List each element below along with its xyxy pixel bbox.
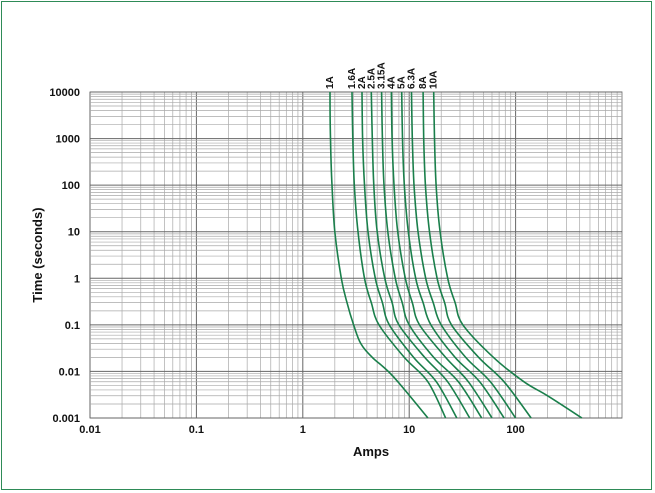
y-tick-label: 1000 (56, 134, 80, 146)
series-line-8A (422, 91, 532, 419)
x-tick-label: 10 (403, 424, 415, 436)
y-tick-label: 0.01 (59, 366, 80, 378)
series-label-3.15A: 3.15A (377, 62, 388, 89)
y-tick-label: 0.001 (52, 413, 80, 425)
series-curves (329, 91, 583, 419)
series-line-10A (432, 91, 583, 419)
x-tick-label: 0.1 (189, 424, 204, 436)
series-line-2A (361, 91, 458, 419)
x-tick-label: 100 (506, 424, 524, 436)
y-tick-label: 100 (62, 180, 80, 192)
series-label-5A: 5A (397, 76, 408, 89)
x-tick-label: 0.01 (79, 424, 100, 436)
x-tick-label: 1 (300, 424, 306, 436)
series-label-6.3A: 6.3A (407, 68, 418, 89)
series-line-3.15A (380, 91, 483, 419)
series-label-1A: 1A (325, 76, 336, 89)
series-label-2A: 2A (357, 76, 368, 89)
series-label-10A: 10A (429, 71, 440, 89)
y-tick-label: 0.1 (65, 320, 80, 332)
series-label-2.5A: 2.5A (366, 68, 377, 89)
y-tick-label: 10 (68, 227, 80, 239)
x-axis-title: Amps (353, 444, 389, 459)
series-label-8A: 8A (418, 76, 429, 89)
y-tick-label: 10000 (49, 87, 80, 99)
series-line-2.5A (370, 91, 471, 419)
series-line-1A (329, 91, 429, 419)
series-line-1.6A (351, 91, 447, 419)
y-axis-title: Time (seconds) (30, 207, 45, 302)
series-label-4A: 4A (386, 76, 397, 89)
y-tick-label: 1 (74, 273, 80, 285)
series-line-4A (390, 91, 493, 419)
series-line-5A (400, 91, 505, 419)
grid (89, 91, 623, 419)
series-label-1.6A: 1.6A (347, 68, 358, 89)
series-line-6.3A (410, 91, 517, 419)
